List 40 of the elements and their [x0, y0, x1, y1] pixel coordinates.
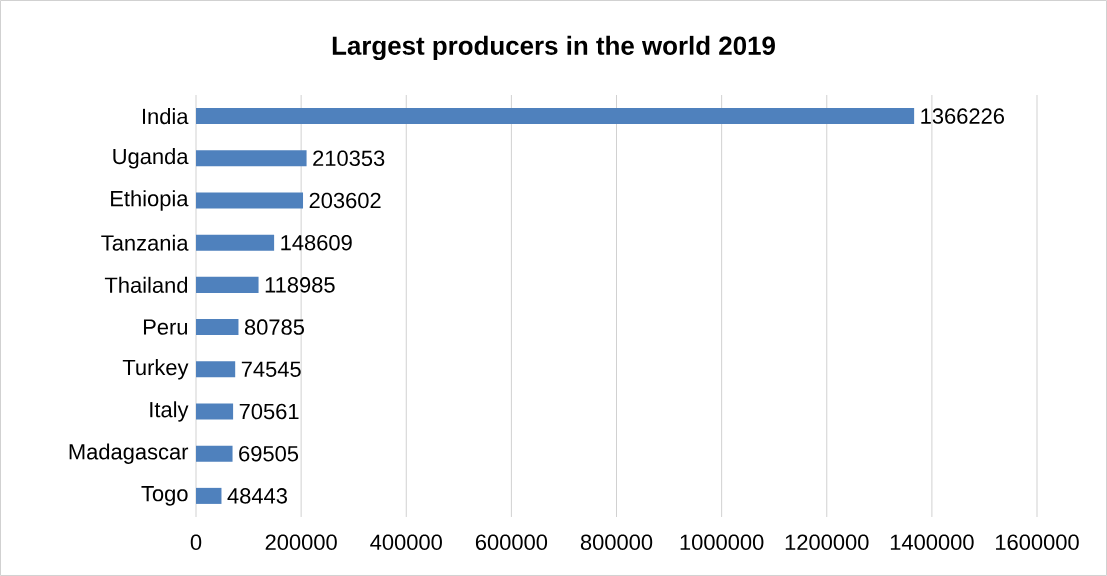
x-tick-label: 0 — [190, 534, 202, 551]
y-tick-label: Thailand — [104, 276, 188, 293]
bar — [196, 276, 259, 293]
bar — [196, 319, 239, 336]
data-label: 74545 — [241, 361, 301, 377]
x-tick-label: 1000000 — [680, 534, 764, 551]
bar — [196, 487, 222, 504]
data-label: 80785 — [244, 319, 304, 335]
x-tick-label: 800000 — [580, 534, 653, 551]
chart-title: Largest producers in the world 2019 — [332, 35, 775, 61]
y-tick-label: Togo — [141, 486, 188, 506]
y-tick-label: Turkey — [122, 359, 189, 380]
data-label: 148609 — [281, 234, 352, 251]
y-tick-label: Peru — [143, 319, 188, 335]
bar — [196, 234, 275, 251]
data-label: 48443 — [227, 488, 287, 504]
y-tick-label: Uganda — [113, 148, 189, 169]
bar — [196, 192, 304, 209]
data-label: 118985 — [265, 277, 335, 293]
data-label: 70561 — [239, 403, 299, 420]
x-tick-label: 1600000 — [996, 534, 1079, 551]
bar — [196, 445, 233, 462]
data-label: 203602 — [309, 192, 381, 209]
y-tick-label: Tanzania — [101, 234, 189, 251]
data-label: 210353 — [313, 150, 385, 167]
y-tick-label: Italy — [150, 401, 189, 422]
x-tick-label: 600000 — [475, 534, 548, 551]
bar — [196, 150, 307, 167]
x-tick-label: 400000 — [370, 534, 442, 551]
y-tick-label: Madagascar — [69, 443, 189, 464]
data-label: 1366226 — [921, 108, 1004, 124]
y-tick-label: Ethiopia — [111, 190, 189, 211]
x-tick-label: 1200000 — [785, 534, 869, 551]
bar — [196, 361, 236, 378]
bar — [196, 108, 915, 125]
x-tick-label: 200000 — [265, 534, 337, 551]
bar — [196, 403, 234, 420]
x-tick-label: 1400000 — [890, 534, 974, 551]
data-label: 69505 — [239, 445, 299, 462]
y-tick-label: India — [142, 108, 189, 125]
